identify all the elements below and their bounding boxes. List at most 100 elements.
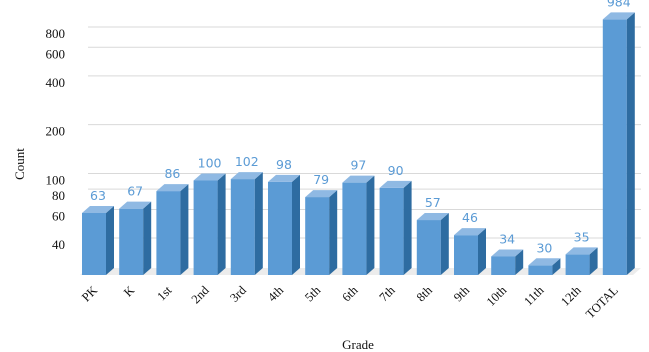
- bar-6th: [342, 175, 375, 275]
- x-axis-title: Grade: [342, 337, 374, 352]
- bar-4th: [268, 174, 300, 275]
- data-label-9th: 46: [462, 210, 478, 225]
- bar-top-9th: [454, 228, 486, 236]
- bar-side-4th: [292, 174, 300, 275]
- bar-side-pk: [106, 206, 114, 275]
- bar-2nd: [193, 173, 226, 275]
- x-tick-label-4th: 4th: [265, 283, 287, 305]
- bar-k: [119, 201, 152, 275]
- bar-top-k: [119, 201, 152, 209]
- x-tick-label-total: TOTAL: [583, 283, 621, 321]
- y-axis-title: Count: [12, 148, 27, 180]
- bar-front-pk: [82, 213, 106, 275]
- bar-front-2nd: [193, 180, 218, 275]
- x-tick-label-2nd: 2nd: [189, 283, 213, 307]
- bar-side-5th: [329, 190, 338, 275]
- bar-side-total: [626, 12, 635, 276]
- data-label-8th: 57: [425, 195, 441, 210]
- bar-1st: [156, 184, 189, 275]
- x-tick-label-1st: 1st: [154, 283, 175, 304]
- x-tick-label-pk: PK: [79, 283, 100, 304]
- bar-9th: [454, 228, 486, 275]
- bar-front-3rd: [230, 179, 255, 275]
- x-tick-label-7th: 7th: [377, 283, 399, 305]
- bar-top-4th: [268, 174, 300, 182]
- bar-top-total: [602, 12, 635, 20]
- y-tick-label-800: 800: [46, 26, 66, 41]
- bar-total: [602, 12, 635, 276]
- x-tick-label-9th: 9th: [451, 283, 473, 305]
- bar-front-7th: [379, 187, 404, 275]
- bar-10th: [491, 249, 524, 275]
- y-tick-label-100: 100: [46, 172, 66, 187]
- bar-top-pk: [82, 206, 114, 214]
- bar-front-8th: [416, 220, 441, 275]
- y-tick-label-60: 60: [52, 208, 65, 223]
- data-label-3rd: 102: [235, 154, 259, 169]
- y-tick-label-80: 80: [52, 188, 65, 203]
- y-tick-label-200: 200: [46, 124, 66, 139]
- bar-side-1st: [180, 184, 189, 275]
- x-tick-label-10th: 10th: [484, 283, 510, 309]
- bar-side-12th: [589, 247, 598, 275]
- bar-12th: [565, 247, 598, 275]
- data-label-12th: 35: [574, 229, 590, 244]
- bar-3rd: [230, 172, 263, 275]
- x-tick-label-8th: 8th: [414, 283, 436, 305]
- x-tick-label-11th: 11th: [521, 283, 547, 309]
- bar-side-3rd: [254, 172, 263, 275]
- x-tick-label-12th: 12th: [558, 283, 584, 309]
- bar-front-4th: [268, 181, 292, 275]
- x-tick-label-5th: 5th: [302, 283, 324, 305]
- data-label-pk: 63: [90, 188, 106, 203]
- bar-top-6th: [342, 175, 375, 183]
- bar-top-5th: [305, 190, 338, 198]
- bar-front-10th: [491, 256, 516, 275]
- data-label-2nd: 100: [198, 155, 222, 170]
- data-label-4th: 98: [276, 157, 292, 172]
- bar-side-10th: [515, 249, 524, 275]
- bar-pk: [82, 206, 114, 275]
- data-label-6th: 97: [350, 158, 366, 173]
- bar-front-9th: [454, 235, 478, 275]
- y-tick-label-400: 400: [46, 75, 66, 90]
- bar-side-11th: [552, 258, 561, 275]
- bar-top-2nd: [193, 173, 226, 181]
- bar-front-total: [602, 19, 627, 275]
- data-label-10th: 34: [499, 231, 515, 246]
- data-label-k: 67: [127, 184, 143, 199]
- bar-11th: [528, 258, 561, 275]
- data-label-5th: 79: [313, 172, 329, 187]
- bar-8th: [416, 213, 449, 275]
- bars: [82, 12, 635, 276]
- bar-side-8th: [440, 213, 449, 275]
- bar-front-6th: [342, 182, 367, 275]
- x-axis-tick-labels: PK K 1st 2nd 3rd 4th 5th 6th 7th 8th 9th 10th 11th 12…: [79, 283, 621, 322]
- bar-top-3rd: [230, 172, 263, 180]
- bar-side-k: [143, 201, 152, 275]
- x-tick-label-k: K: [121, 283, 137, 299]
- bar-top-1st: [156, 184, 189, 192]
- y-tick-label-40: 40: [52, 237, 65, 252]
- bar-front-k: [119, 208, 144, 275]
- y-tick-label-600: 600: [46, 46, 66, 61]
- data-labels: 63 67 86 100 102 98 79 97 90 57 46 34 30 35 984: [90, 0, 631, 255]
- bar-top-10th: [491, 249, 524, 257]
- bar-5th: [305, 190, 338, 275]
- bar-top-8th: [416, 213, 449, 221]
- data-label-total: 984: [607, 0, 631, 9]
- data-label-11th: 30: [536, 240, 552, 255]
- bar-side-7th: [403, 180, 412, 275]
- bar-side-9th: [478, 228, 486, 275]
- bar-front-1st: [156, 191, 181, 275]
- bar-side-6th: [366, 175, 375, 275]
- bar-front-5th: [305, 197, 330, 275]
- bar-top-7th: [379, 180, 412, 188]
- bar-7th: [379, 180, 412, 275]
- bar-front-11th: [528, 265, 553, 275]
- bar-front-12th: [565, 254, 590, 275]
- data-label-7th: 90: [388, 163, 404, 178]
- bar-top-11th: [528, 258, 561, 266]
